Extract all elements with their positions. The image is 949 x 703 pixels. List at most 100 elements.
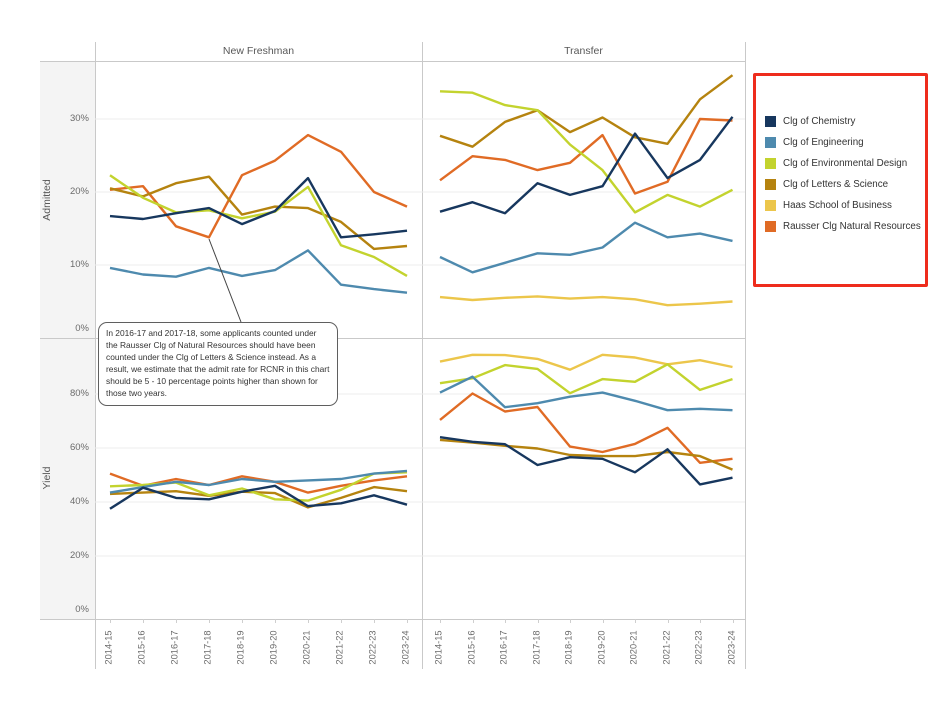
x-tick-label: 2017-18 bbox=[202, 630, 213, 665]
x-tick-mark bbox=[143, 619, 144, 623]
legend-item-rausser-clg-natural-resources[interactable]: Rausser Clg Natural Resources bbox=[765, 216, 921, 237]
series-line-clg-of-chemistry[interactable] bbox=[439, 436, 733, 486]
x-tick-mark bbox=[176, 619, 177, 623]
series-line-clg-of-letters-science[interactable] bbox=[439, 438, 733, 471]
x-tick-label: 2015-16 bbox=[466, 630, 476, 665]
x-tick-label: 2019-20 bbox=[596, 630, 606, 665]
row-divider-line bbox=[40, 338, 745, 339]
x-tick-label: 2018-19 bbox=[235, 630, 246, 665]
line-chart-svg[interactable] bbox=[95, 338, 422, 619]
legend-label: Clg of Engineering bbox=[783, 137, 864, 148]
legend-swatch-icon bbox=[765, 179, 776, 190]
chart-pane-new-freshman-admitted[interactable] bbox=[95, 61, 422, 338]
x-tick-label: 2022-23 bbox=[367, 630, 378, 665]
legend-swatch-icon bbox=[765, 116, 776, 127]
header-divider-line bbox=[40, 61, 745, 62]
column-header-new-freshman: New Freshman bbox=[222, 45, 295, 57]
legend-item-clg-of-chemistry[interactable]: Clg of Chemistry bbox=[765, 111, 921, 132]
x-tick-label: 2018-19 bbox=[563, 630, 574, 665]
legend-item-clg-of-letters-science[interactable]: Clg of Letters & Science bbox=[765, 174, 921, 195]
series-line-clg-of-engineering[interactable] bbox=[439, 221, 733, 274]
x-tick-mark bbox=[374, 619, 375, 623]
x-tick-mark bbox=[308, 619, 309, 623]
legend-label: Clg of Environmental Design bbox=[783, 158, 908, 169]
series-line-clg-of-environmental-design[interactable] bbox=[439, 90, 734, 214]
series-line-haas-school-of-business[interactable] bbox=[439, 353, 733, 371]
x-tick-mark bbox=[472, 619, 474, 623]
x-tick-label: 2014-15 bbox=[103, 630, 114, 665]
series-line-clg-of-engineering[interactable] bbox=[439, 375, 733, 412]
chart-pane-transfer-admitted[interactable] bbox=[422, 61, 745, 338]
x-tick-label: 2014-15 bbox=[433, 630, 444, 665]
column-header-transfer: Transfer bbox=[564, 45, 603, 57]
x-tick-label: 2020-21 bbox=[301, 630, 312, 665]
chart-pane-transfer-yield[interactable] bbox=[422, 338, 745, 619]
axis-baseline bbox=[40, 619, 745, 620]
series-line-clg-of-environmental-design[interactable] bbox=[109, 174, 408, 277]
pane-right-border bbox=[745, 42, 746, 669]
y-tick-label: 60% bbox=[69, 442, 89, 453]
x-tick-mark bbox=[667, 619, 669, 623]
x-tick-mark bbox=[635, 619, 636, 623]
pane-divider-border bbox=[422, 42, 423, 669]
legend-item-haas-school-of-business[interactable]: Haas School of Business bbox=[765, 195, 921, 216]
series-line-rausser-clg-natural-resources[interactable] bbox=[109, 133, 408, 239]
color-legend: Clg of Chemistry Clg of Engineering Clg of… bbox=[765, 111, 921, 237]
legend-label: Haas School of Business bbox=[783, 200, 892, 211]
x-tick-mark bbox=[407, 619, 408, 623]
x-tick-label: 2022-23 bbox=[693, 630, 704, 665]
series-line-rausser-clg-natural-resources[interactable] bbox=[439, 392, 733, 465]
x-tick-mark bbox=[505, 619, 506, 623]
line-chart-svg[interactable] bbox=[422, 61, 745, 338]
y-tick-label: 0% bbox=[75, 323, 89, 334]
x-tick-mark bbox=[537, 619, 539, 623]
legend-swatch-icon bbox=[765, 158, 776, 169]
y-tick-label: 30% bbox=[69, 113, 89, 124]
series-line-clg-of-letters-science[interactable] bbox=[109, 175, 408, 251]
x-tick-label: 2020-21 bbox=[628, 630, 639, 665]
y-tick-label: 40% bbox=[69, 496, 89, 507]
series-line-clg-of-chemistry[interactable] bbox=[109, 176, 408, 239]
line-chart-svg[interactable] bbox=[95, 61, 422, 338]
legend-label: Rausser Clg Natural Resources bbox=[783, 221, 921, 232]
series-line-clg-of-engineering[interactable] bbox=[109, 469, 408, 494]
x-tick-label: 2021-22 bbox=[661, 630, 671, 665]
annotation-box[interactable]: In 2016-17 and 2017-18, some applicants … bbox=[98, 322, 338, 406]
legend-swatch-icon bbox=[765, 137, 776, 148]
y-tick-label: 10% bbox=[69, 259, 89, 270]
x-tick-label: 2021-22 bbox=[334, 630, 345, 665]
y-tick-label: 80% bbox=[69, 388, 89, 399]
y-tick-label: 20% bbox=[69, 550, 89, 561]
pane-left-border bbox=[95, 42, 96, 669]
series-line-clg-of-engineering[interactable] bbox=[109, 249, 408, 294]
legend-highlight-rectangle bbox=[753, 73, 928, 287]
series-line-clg-of-environmental-design[interactable] bbox=[439, 363, 733, 395]
x-tick-mark bbox=[341, 619, 342, 623]
y-tick-label: 20% bbox=[69, 186, 89, 197]
axis-header-background bbox=[40, 61, 95, 619]
x-tick-mark bbox=[440, 619, 441, 623]
series-line-clg-of-letters-science[interactable] bbox=[439, 74, 734, 148]
y-tick-label: 0% bbox=[75, 604, 89, 615]
row-label-admitted: Admitted bbox=[41, 179, 53, 221]
chart-pane-new-freshman-yield[interactable] bbox=[95, 338, 422, 619]
series-line-clg-of-chemistry[interactable] bbox=[439, 116, 734, 215]
line-chart-svg[interactable] bbox=[422, 338, 745, 619]
x-tick-mark bbox=[209, 619, 210, 623]
legend-swatch-icon bbox=[765, 221, 776, 232]
x-tick-label: 2023-24 bbox=[726, 630, 736, 665]
series-line-rausser-clg-natural-resources[interactable] bbox=[439, 117, 733, 195]
series-line-rausser-clg-natural-resources[interactable] bbox=[109, 472, 408, 494]
legend-item-clg-of-environmental-design[interactable]: Clg of Environmental Design bbox=[765, 153, 921, 174]
series-line-haas-school-of-business[interactable] bbox=[439, 295, 733, 307]
x-tick-mark bbox=[570, 619, 571, 623]
series-line-clg-of-chemistry[interactable] bbox=[109, 484, 408, 510]
x-tick-label: 2016-17 bbox=[169, 630, 180, 665]
x-tick-label: 2017-18 bbox=[531, 630, 541, 665]
annotation-text: In 2016-17 and 2017-18, some applicants … bbox=[106, 328, 330, 398]
x-tick-mark bbox=[242, 619, 243, 623]
legend-item-clg-of-engineering[interactable]: Clg of Engineering bbox=[765, 132, 921, 153]
legend-swatch-icon bbox=[765, 200, 776, 211]
x-tick-mark bbox=[700, 619, 701, 623]
